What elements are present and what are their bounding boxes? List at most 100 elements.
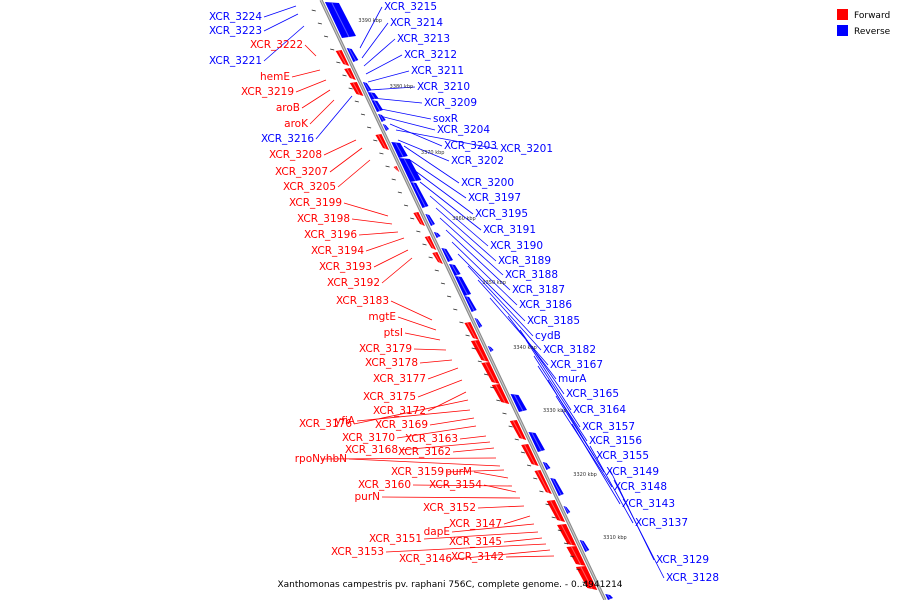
minor-feature xyxy=(483,373,489,376)
label-leader-line xyxy=(358,231,399,236)
gene-label: XCR_3128 xyxy=(666,572,719,584)
minor-feature xyxy=(508,425,513,428)
minor-feature xyxy=(447,295,452,298)
gene-label: XCR_3219 xyxy=(241,86,294,98)
label-leader-line xyxy=(423,531,539,540)
label-leader-line xyxy=(417,379,463,398)
forward-feature xyxy=(344,68,356,80)
forward-feature xyxy=(521,444,539,466)
scale-tick-label: 3350 kbp xyxy=(482,280,506,286)
reverse-feature xyxy=(454,276,472,296)
label-leader-line xyxy=(571,423,621,505)
feature-shading xyxy=(346,68,354,80)
feature-shading xyxy=(331,2,350,38)
minor-feature xyxy=(576,568,581,571)
feature-shading xyxy=(383,124,388,131)
scale-tick-label: 3390 kbp xyxy=(358,18,382,24)
feature-shading xyxy=(531,432,542,452)
label-leader-line xyxy=(409,159,467,199)
gene-label: XCR_3189 xyxy=(498,255,551,267)
gene-label: rpoN xyxy=(295,453,320,465)
label-leader-line xyxy=(427,391,467,412)
gene-label: XCR_3154 xyxy=(429,479,482,491)
forward-feature xyxy=(575,566,598,590)
minor-feature xyxy=(557,529,562,532)
feature-shading xyxy=(552,478,562,496)
feature-shading xyxy=(512,420,524,440)
label-leader-line xyxy=(445,469,505,473)
label-leader-line xyxy=(356,409,471,422)
label-leader-line xyxy=(361,22,389,59)
label-leader-line xyxy=(385,543,547,553)
gene-label: XCR_3202 xyxy=(451,155,504,167)
label-leader-line xyxy=(291,69,321,78)
gene-label: XCR_3195 xyxy=(475,208,528,220)
label-leader-line xyxy=(533,355,581,428)
forward-feature xyxy=(335,50,350,66)
minor-feature xyxy=(336,61,341,64)
gene-label: XCR_3175 xyxy=(363,391,416,403)
label-leader-line xyxy=(337,159,371,188)
reverse-feature xyxy=(433,232,441,238)
minor-feature xyxy=(317,22,322,25)
forward-feature xyxy=(534,470,552,494)
reverse-feature xyxy=(464,296,477,312)
forward-feature xyxy=(481,362,500,384)
minor-feature xyxy=(570,555,575,558)
feature-shading xyxy=(474,340,486,362)
gene-label: ptsI xyxy=(384,327,403,339)
label-leader-line xyxy=(397,139,450,162)
forward-feature xyxy=(349,82,364,96)
gene-label: XCR_3215 xyxy=(384,1,437,13)
gene-label: XCR_3151 xyxy=(369,533,422,545)
feature-shading xyxy=(434,252,441,264)
feature-shading xyxy=(395,142,404,158)
feature-shading xyxy=(415,212,423,226)
gene-label: XCR_3192 xyxy=(327,277,380,289)
gene-label: yhbN xyxy=(320,453,347,465)
forward-feature xyxy=(432,252,443,264)
feature-shading xyxy=(379,114,385,122)
minor-feature xyxy=(465,334,470,337)
gene-label: XCR_3222 xyxy=(250,39,303,51)
reverse-feature xyxy=(324,2,356,38)
gene-label: XCR_3146 xyxy=(399,553,452,565)
feature-shading xyxy=(348,48,357,62)
feature-shading xyxy=(394,166,399,172)
label-leader-line xyxy=(503,537,543,543)
gene-label: XCR_3205 xyxy=(283,181,336,193)
forward-feature xyxy=(509,420,527,440)
label-leader-line xyxy=(413,348,447,351)
minor-feature xyxy=(514,438,519,441)
gene-label: XCR_3155 xyxy=(596,450,649,462)
feature-shading xyxy=(435,232,440,238)
gene-label: XCR_3214 xyxy=(390,17,443,29)
gene-label: XCR_3183 xyxy=(336,295,389,307)
label-leader-line xyxy=(309,99,335,125)
label-leader-line xyxy=(321,457,497,460)
label-leader-line xyxy=(359,6,383,49)
minor-feature xyxy=(551,516,556,519)
label-leader-line xyxy=(389,123,443,147)
reverse-feature xyxy=(371,100,384,112)
gene-label: soxR xyxy=(433,113,458,125)
feature-shading xyxy=(607,594,611,600)
gene-label: XCR_3201 xyxy=(500,143,553,155)
minor-feature xyxy=(471,347,476,350)
gene-label: XCR_3187 xyxy=(512,284,565,296)
feature-shading xyxy=(544,462,549,470)
minor-feature xyxy=(434,269,439,272)
label-leader-line xyxy=(390,300,433,321)
feature-shading xyxy=(412,182,426,208)
feature-shading xyxy=(570,546,582,566)
reverse-feature xyxy=(346,48,359,62)
minor-feature xyxy=(311,9,316,12)
minor-feature xyxy=(379,152,384,155)
feature-shading xyxy=(338,50,347,66)
gene-label: XCR_3224 xyxy=(209,11,262,23)
minor-feature xyxy=(502,412,507,415)
label-leader-line xyxy=(301,89,331,109)
forward-feature xyxy=(491,384,510,404)
